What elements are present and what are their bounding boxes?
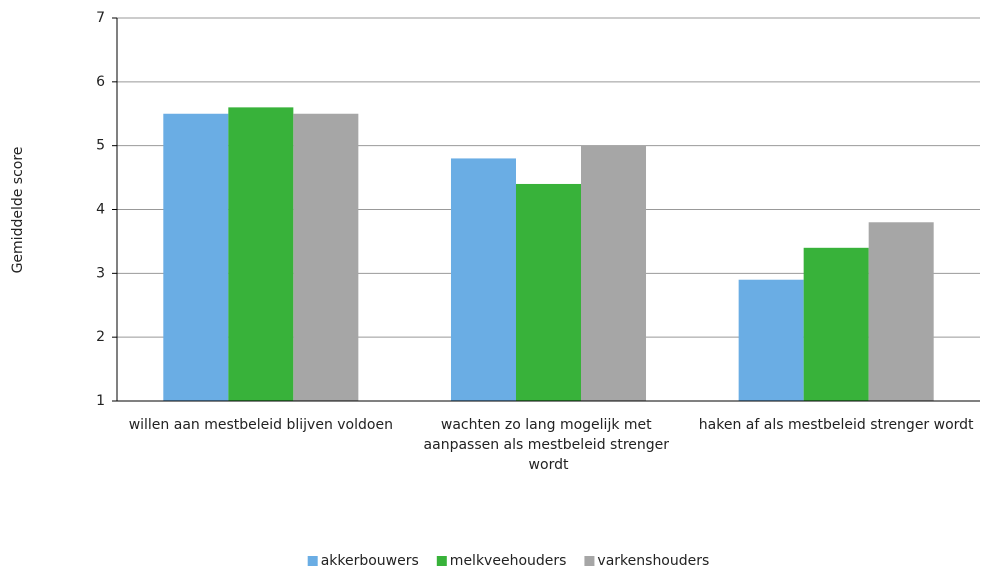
bar xyxy=(581,145,647,401)
x-tick-label: wachten zo lang mogelijk met aanpassen a… xyxy=(424,417,674,473)
legend: akkerbouwers melkveehouders varkenshouders xyxy=(307,553,709,569)
x-tick-label: haken af als mestbeleid strenger wordt xyxy=(699,417,974,433)
bar xyxy=(293,113,359,401)
y-tick-label: 6 xyxy=(96,74,105,90)
legend-label: melkveehouders xyxy=(450,553,567,569)
y-tick-label: 4 xyxy=(96,202,105,218)
bar xyxy=(868,222,934,401)
legend-label: akkerbouwers xyxy=(321,553,419,569)
legend-label: varkenshouders xyxy=(597,553,709,569)
bar xyxy=(450,158,516,401)
bar xyxy=(738,279,804,401)
bar xyxy=(228,107,294,401)
x-tick-label: willen aan mestbeleid blijven voldoen xyxy=(129,417,393,433)
legend-swatch xyxy=(584,556,595,566)
y-tick-label: 7 xyxy=(96,10,105,26)
y-tick-label: 5 xyxy=(96,138,105,154)
y-tick-label: 2 xyxy=(96,329,105,345)
legend-swatch xyxy=(307,556,318,566)
bar xyxy=(803,247,869,401)
legend-swatch xyxy=(436,556,447,566)
bar xyxy=(515,183,582,401)
y-tick-label: 3 xyxy=(96,265,105,281)
bar xyxy=(163,113,229,401)
y-axis-label: Gemiddelde score xyxy=(10,147,26,274)
y-tick-label: 1 xyxy=(96,393,105,409)
